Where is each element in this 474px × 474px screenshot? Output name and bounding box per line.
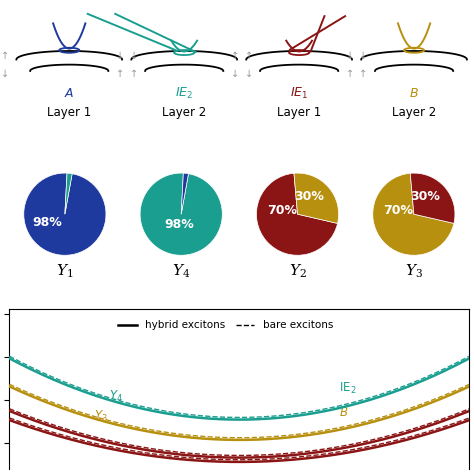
Wedge shape (65, 173, 72, 214)
Wedge shape (373, 173, 454, 255)
Text: ↓: ↓ (346, 51, 354, 61)
Text: 30%: 30% (410, 191, 440, 203)
Text: 70%: 70% (267, 203, 297, 217)
Wedge shape (410, 173, 455, 223)
Text: 98%: 98% (33, 216, 63, 229)
Title: $Y_1$: $Y_1$ (56, 263, 73, 280)
Text: ↑: ↑ (346, 69, 354, 79)
Title: $Y_2$: $Y_2$ (289, 263, 307, 280)
Text: ↓: ↓ (1, 69, 9, 79)
Text: $Y_3$: $Y_3$ (94, 409, 108, 424)
Text: 30%: 30% (294, 191, 324, 203)
Legend: hybrid excitons, bare excitons: hybrid excitons, bare excitons (114, 316, 337, 335)
Text: 98%: 98% (164, 218, 194, 231)
Wedge shape (24, 173, 106, 255)
Text: A: A (65, 87, 73, 100)
Wedge shape (181, 173, 189, 214)
Text: Layer 1: Layer 1 (47, 106, 91, 118)
Text: B: B (410, 87, 419, 100)
Title: $Y_4$: $Y_4$ (172, 263, 191, 280)
Wedge shape (256, 173, 337, 255)
Text: ↓: ↓ (231, 69, 239, 79)
Text: ↑: ↑ (359, 69, 367, 79)
Text: ↑: ↑ (1, 51, 9, 61)
Wedge shape (294, 173, 338, 223)
Text: ↓: ↓ (245, 69, 253, 79)
Text: Layer 1: Layer 1 (277, 106, 321, 118)
Text: IE$_2$: IE$_2$ (175, 86, 193, 101)
Text: $\mathrm{IE}_2$: $\mathrm{IE}_2$ (339, 381, 356, 396)
Text: ↑: ↑ (231, 51, 239, 61)
Text: ↑: ↑ (129, 69, 137, 79)
Text: Layer 2: Layer 2 (392, 106, 436, 118)
Text: $B$: $B$ (339, 406, 348, 419)
Text: ↓: ↓ (116, 51, 124, 61)
Text: 70%: 70% (383, 203, 413, 217)
Text: Layer 2: Layer 2 (162, 106, 206, 118)
Text: ↑: ↑ (245, 51, 253, 61)
Wedge shape (140, 173, 222, 255)
Title: $Y_3$: $Y_3$ (405, 263, 423, 280)
Text: IE$_1$: IE$_1$ (290, 86, 309, 101)
Text: $Y_4$: $Y_4$ (109, 389, 123, 404)
Text: ↑: ↑ (116, 69, 124, 79)
Text: ↓: ↓ (129, 51, 137, 61)
Text: ↓: ↓ (359, 51, 367, 61)
